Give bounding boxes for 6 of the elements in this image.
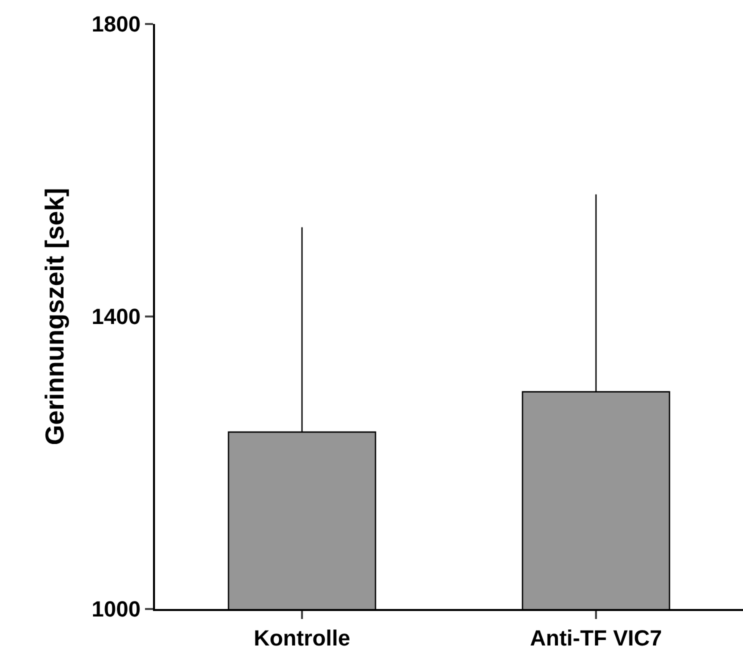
y-tick-label: 1400: [92, 304, 141, 330]
y-tick-label: 1000: [92, 596, 141, 622]
y-tick-label: 1800: [92, 12, 141, 37]
x-tick-label: Kontrolle: [254, 625, 350, 650]
y-axis-title: Gerinnungszeit [sek]: [40, 188, 70, 446]
x-tick-label: Anti-TF VIC7: [530, 625, 662, 650]
